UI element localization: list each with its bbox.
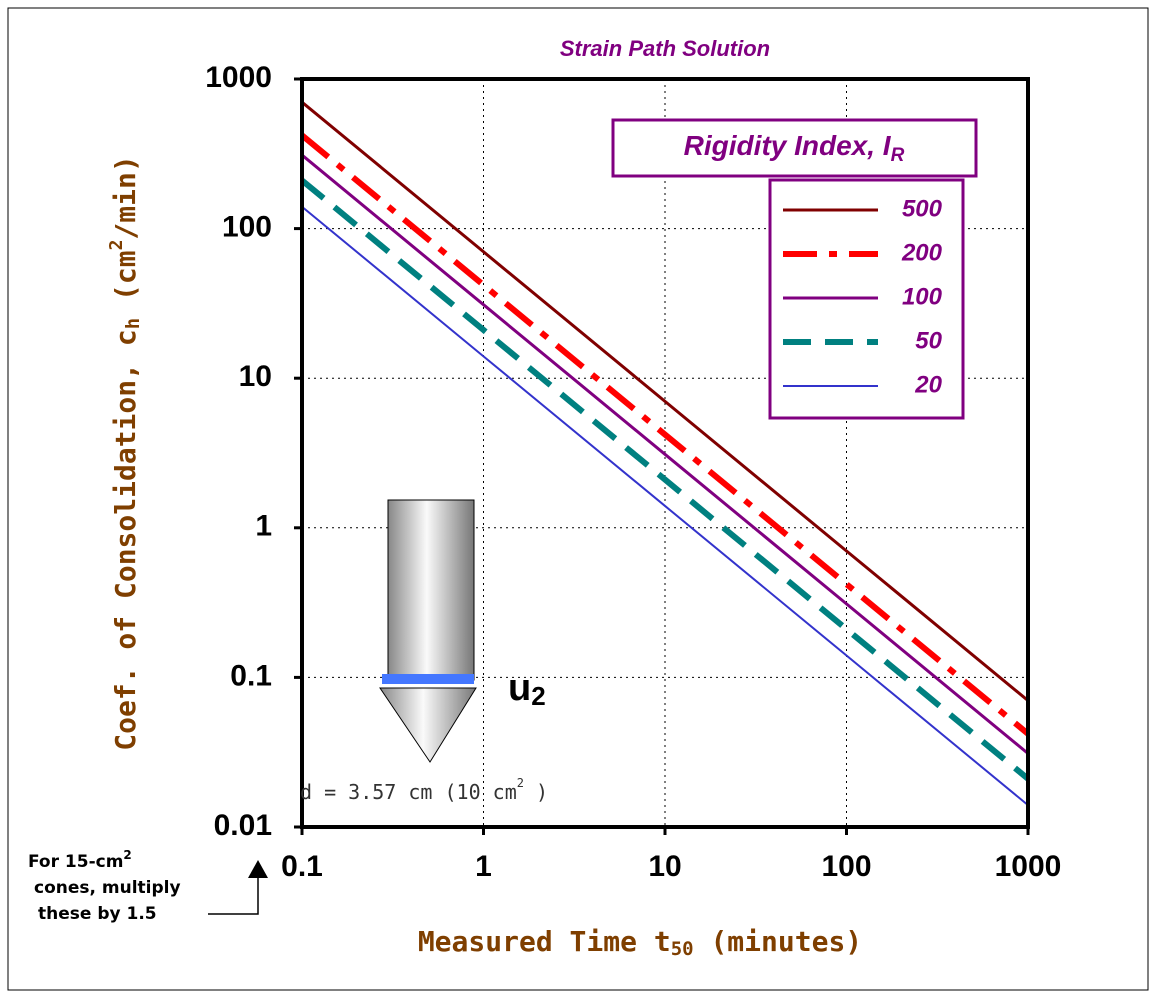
note-line: cones, multiply xyxy=(34,878,181,898)
note-line: For 15-cm2 xyxy=(28,848,132,873)
x-tick-label: 0.1 xyxy=(281,850,323,883)
y-tick-label: 10 xyxy=(239,360,272,393)
lines xyxy=(300,101,1030,806)
series-line xyxy=(301,101,1029,702)
x-tick-label: 1000 xyxy=(995,850,1062,883)
x-tick-label: 100 xyxy=(821,850,871,883)
y-tick-label: 0.1 xyxy=(230,659,272,692)
note: For 15-cm2 cones, multiply these by 1.5 xyxy=(28,848,268,924)
series-line xyxy=(301,153,1029,755)
x-tick-label: 1 xyxy=(475,850,492,883)
chart-title: Strain Path Solution xyxy=(560,36,770,61)
cone-drawing xyxy=(379,499,477,763)
y-tick-label: 1000 xyxy=(205,61,272,94)
series-line xyxy=(300,178,1030,782)
legend-label: 100 xyxy=(902,283,943,310)
series-line xyxy=(301,205,1029,806)
legend-title: Rigidity Index, IR xyxy=(684,130,905,166)
y-tick-label: 100 xyxy=(222,211,272,244)
y-tick-label: 0.01 xyxy=(214,809,272,842)
legend-label: 500 xyxy=(902,195,943,222)
legend-label: 50 xyxy=(915,327,942,354)
legend-label: 200 xyxy=(901,239,943,266)
series-line xyxy=(300,133,1030,737)
x-axis-label: Measured Time t50 (minutes) xyxy=(418,925,862,960)
legend-label: 20 xyxy=(914,371,942,398)
probe-size: d = 3.57 cm (10 cm2 ) xyxy=(300,776,548,804)
legend: 500 200 100 50 20 xyxy=(783,195,943,398)
y-axis-label: Coef. of Consolidation, ch (cm2/min) xyxy=(106,155,144,750)
y-tick-label: 1 xyxy=(255,510,272,543)
probe-label: u2 xyxy=(508,667,546,711)
frame xyxy=(7,7,1149,991)
note-line: these by 1.5 xyxy=(38,904,157,924)
legend-title-box xyxy=(611,118,978,178)
x-tick-label: 10 xyxy=(648,850,681,883)
